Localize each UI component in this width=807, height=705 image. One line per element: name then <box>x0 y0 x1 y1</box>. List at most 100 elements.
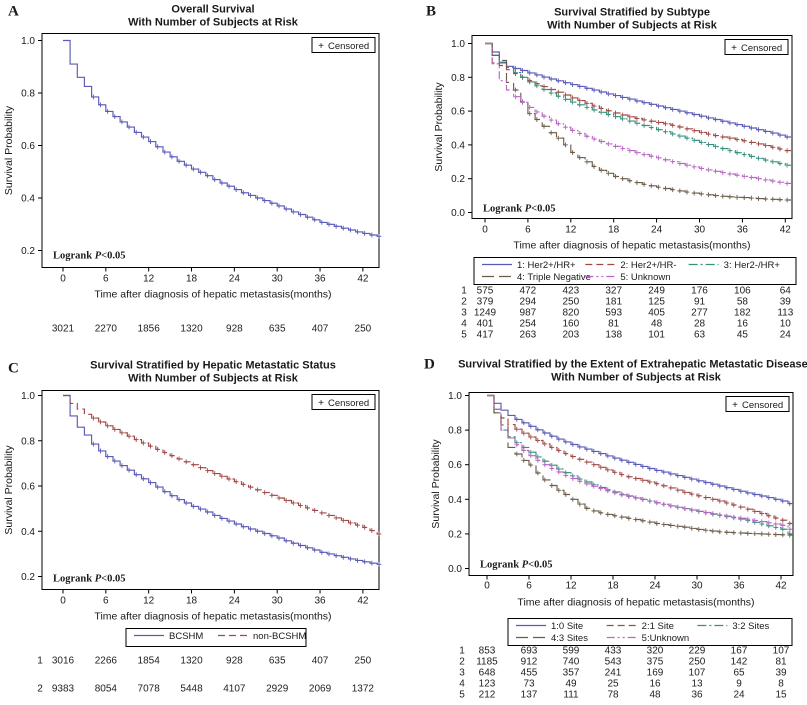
y-axis-title: Survival Probability <box>3 105 15 195</box>
x-tick-label: 12 <box>143 274 155 285</box>
x-tick-label: 24 <box>229 596 241 607</box>
x-axis: 0 6 12 18 24 30 36 42 Time after diagnosis of he… <box>482 218 791 252</box>
censored-box-frame <box>311 394 376 410</box>
x-axis: 0 6 12 18 24 30 36 42 Time after diagnosis of he… <box>60 267 369 301</box>
y-tick-label: 0.6 <box>451 107 465 118</box>
series-line-2 <box>487 394 792 525</box>
y-tick-label: 0.4 <box>21 527 35 538</box>
legend-item-label: BCSHM <box>169 631 203 642</box>
risk-value: 987 <box>520 308 537 319</box>
risk-value: 25 <box>607 679 619 690</box>
risk-row-label: 5 <box>459 690 465 701</box>
risk-value: 379 <box>477 297 494 308</box>
risk-value: 740 <box>563 657 580 668</box>
risk-value: 28 <box>694 319 706 330</box>
y-tick-label: 0.8 <box>21 89 35 100</box>
risk-value: 45 <box>737 330 749 341</box>
risk-value: 407 <box>312 656 329 667</box>
series-line-2 <box>485 42 791 152</box>
risk-value: 263 <box>520 330 537 341</box>
risk-value: 39 <box>775 668 787 679</box>
legend-item-label: 1:0 Site <box>551 621 583 632</box>
x-tick-label: 30 <box>272 596 284 607</box>
censor-marks-5 <box>513 94 790 186</box>
risk-value: 3016 <box>52 656 75 667</box>
y-tick-label: 0.6 <box>21 141 35 152</box>
risk-value: 125 <box>648 297 665 308</box>
legend-item-label: non-BCSHM <box>253 631 306 642</box>
x-axis-title: Time after diagnosis of hepatic metastas… <box>94 289 331 301</box>
risk-value: 294 <box>520 297 537 308</box>
risk-value: 1372 <box>352 684 375 695</box>
risk-value: 142 <box>731 657 748 668</box>
x-tick-label: 24 <box>649 581 661 592</box>
x-tick-label: 12 <box>565 225 577 236</box>
censored-plus-symbol: + <box>732 400 738 411</box>
censored-box-frame <box>724 39 789 55</box>
legend-item-label: 4: Triple Negative <box>517 272 591 283</box>
risk-value: 24 <box>780 330 792 341</box>
censored-plus-symbol: + <box>318 41 324 52</box>
risk-row-label: 2 <box>37 684 43 695</box>
panel-letter: D <box>424 357 435 373</box>
censored-label: Censored <box>741 43 782 54</box>
censor-marks-1 <box>90 441 382 567</box>
y-tick-label: 0.4 <box>451 140 465 151</box>
plot-frame <box>41 33 380 268</box>
legend-frame <box>125 628 307 647</box>
y-tick-label: 0.8 <box>451 73 465 84</box>
x-tick-label: 0 <box>482 225 488 236</box>
risk-value: 423 <box>562 286 579 297</box>
title-line-2: With Number of Subjects at Risk <box>551 372 722 384</box>
risk-value: 58 <box>737 297 749 308</box>
series-line-1 <box>63 394 378 565</box>
risk-value: 327 <box>605 286 622 297</box>
risk-row-label: 1 <box>459 646 465 657</box>
risk-value: 693 <box>521 646 538 657</box>
x-tick-label: 42 <box>357 274 369 285</box>
censored-box: + Censored <box>311 394 376 410</box>
risk-value: 2266 <box>95 656 118 667</box>
risk-value: 123 <box>479 679 496 690</box>
x-tick-label: 30 <box>272 274 284 285</box>
x-tick-label: 36 <box>737 225 749 236</box>
risk-value: 182 <box>734 308 751 319</box>
y-tick-label: 0.4 <box>448 495 462 506</box>
x-tick-label: 24 <box>229 274 241 285</box>
censored-label: Censored <box>328 41 369 52</box>
y-axis-title: Survival Probability <box>430 439 442 529</box>
risk-value: 599 <box>563 646 580 657</box>
risk-value: 16 <box>649 679 661 690</box>
x-tick-label: 0 <box>60 596 66 607</box>
panel-letter: A <box>8 4 19 20</box>
legend-item-label: 2: Her2+/HR- <box>620 260 676 271</box>
x-tick-label: 36 <box>733 581 745 592</box>
censor-marks-3 <box>513 70 790 168</box>
risk-row-label: 4 <box>461 319 467 330</box>
risk-value: 912 <box>521 657 538 668</box>
risk-value: 401 <box>477 319 494 330</box>
y-tick-label: 0.4 <box>21 194 35 205</box>
y-tick-label: 0.6 <box>21 482 35 493</box>
risk-value: 3021 <box>52 324 75 335</box>
logrank-text: Logrank P<0.05 <box>480 560 553 571</box>
censored-box-frame <box>725 396 790 412</box>
logrank-label: Logrank P<0.05 <box>480 560 553 571</box>
risk-value: 472 <box>520 286 537 297</box>
legend-item-label: 1: Her2+/HR+ <box>517 260 576 271</box>
risk-value: 648 <box>479 668 496 679</box>
legend-item-label: 5:Unknown <box>642 633 690 644</box>
risk-value: 91 <box>694 297 706 308</box>
panel-d-chart: D Survival Stratified by the Extent of Ex… <box>424 357 807 701</box>
censor-marks-2 <box>514 426 793 526</box>
risk-value: 167 <box>731 646 748 657</box>
censored-box: + Censored <box>311 37 376 53</box>
risk-value: 1320 <box>180 656 203 667</box>
legend-item-label: 3: Her2-/HR+ <box>724 260 781 271</box>
censor-marks-4 <box>514 451 793 538</box>
risk-value: 9383 <box>52 684 75 695</box>
censor-marks-1 <box>514 416 793 507</box>
risk-value: 49 <box>565 679 577 690</box>
